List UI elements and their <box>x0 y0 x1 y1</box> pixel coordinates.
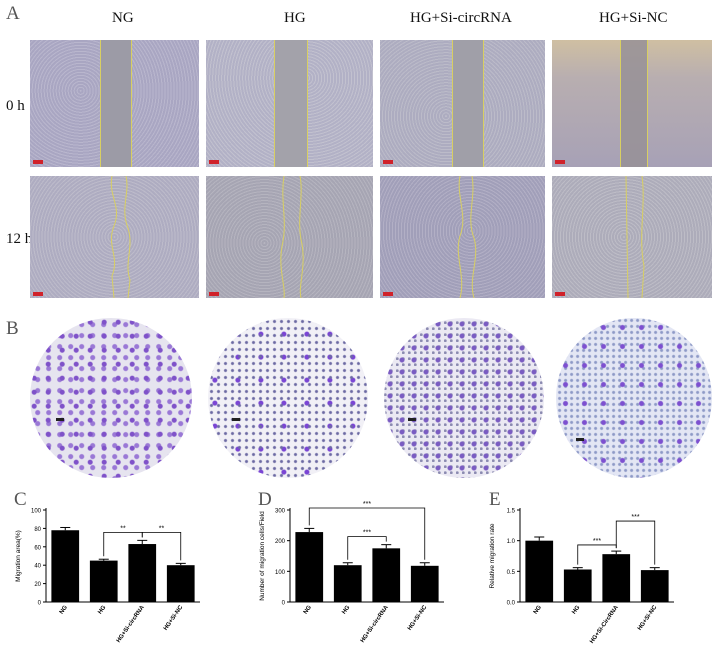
micrograph-hg-si-circrna-0h <box>380 40 545 167</box>
micrograph-hg-si-circrna-12h <box>380 176 545 298</box>
micrograph-hg-si-nc-0h <box>552 40 712 167</box>
column-title-ng: NG <box>112 10 134 26</box>
chart-e-category-label-0: NG <box>533 604 543 615</box>
chart-d-ytick-label-2: 200 <box>275 539 286 545</box>
chart-c-bar-1 <box>89 560 118 602</box>
chart-d-category-label-3: HG+Si-NC <box>407 604 429 632</box>
micrograph-hg-si-nc-12h <box>552 176 712 298</box>
chart-c-category-label-3: HG+Si-NC <box>163 604 185 632</box>
micrograph-ng-0h <box>30 40 199 167</box>
chart-c-ytick-label-4: 80 <box>34 527 41 533</box>
chart-d-bar-3 <box>410 565 439 602</box>
column-title-hg: HG <box>284 10 306 26</box>
chart-e-bar-3 <box>640 570 669 602</box>
panel-e-letter: E <box>489 489 501 510</box>
chart-d-bar-1 <box>333 565 362 602</box>
chart-e-significance-bracket-1 <box>615 520 656 565</box>
chart-d-category-label-0: NG <box>303 604 313 615</box>
chart-c-bar-3 <box>166 565 195 602</box>
chart-d-significance-bracket-1 <box>308 507 426 560</box>
chart-d-ytick-label-0: 0 <box>282 601 286 607</box>
chart-c-category-label-0: NG <box>59 604 69 615</box>
chart-d-category-label-2: HG+Si-circRNA <box>360 604 390 644</box>
transwell-image-hg-si-circrna <box>384 318 544 478</box>
column-title-hg-si-circrna: HG+Si-circRNA <box>410 10 512 26</box>
chart-c-significance-label-1: ** <box>159 525 165 532</box>
chart-e-ylabel: Relative migration rate <box>489 523 496 588</box>
chart-d-significance-label-1: *** <box>363 501 371 508</box>
chart-e-ytick-label-2: 1.0 <box>507 539 516 545</box>
chart-e-bar-2 <box>602 554 631 602</box>
row-label-0h: 0 h <box>6 98 25 114</box>
chart-e-ytick-label-0: 0.0 <box>507 601 516 607</box>
chart-c-ylabel: Migration area(%) <box>15 530 22 582</box>
chart-d-significance-label-0: *** <box>363 530 371 537</box>
chart-e-category-label-3: HG+Si-NC <box>637 604 659 632</box>
chart-d-bar-0 <box>295 532 324 602</box>
panel-d-letter: D <box>258 489 272 510</box>
transwell-image-ng <box>30 318 192 478</box>
chart-e-significance-label-1: *** <box>631 514 639 521</box>
chart-e-significance-label-0: *** <box>593 538 601 545</box>
chart-c-ytick-label-5: 100 <box>31 509 42 515</box>
micrograph-ng-12h <box>30 176 199 298</box>
transwell-image-hg <box>208 318 368 478</box>
chart-e-bar-0 <box>525 540 554 602</box>
chart-d-ylabel: Number of migration cells/Field <box>259 511 266 601</box>
chart-d-category-label-1: HG <box>341 604 351 615</box>
chart-e-category-label-1: HG <box>571 604 581 615</box>
chart-c-bar-2 <box>128 544 157 602</box>
chart-c-ytick-label-3: 60 <box>34 545 41 551</box>
chart-c-ytick-label-2: 40 <box>34 564 41 570</box>
micrograph-hg-12h <box>206 176 373 298</box>
panel-b-letter: B <box>6 318 19 339</box>
row-label-12h: 12 h <box>6 231 33 247</box>
chart-d-bar-2 <box>372 548 401 602</box>
chart-c-category-label-2: HG+Si-circRNA <box>116 604 146 644</box>
column-title-hg-si-nc: HG+Si-NC <box>599 10 668 26</box>
panel-c-letter: C <box>14 489 27 510</box>
chart-e-bar-1 <box>563 569 592 602</box>
transwell-image-hg-si-nc <box>556 318 712 478</box>
chart-d-ytick-label-1: 100 <box>275 570 286 576</box>
chart-d-significance-bracket-0 <box>347 536 387 560</box>
chart-e-ytick-label-3: 1.5 <box>507 509 516 515</box>
chart-c-ytick-label-1: 20 <box>34 582 41 588</box>
chart-c-category-label-1: HG <box>97 604 107 615</box>
chart-d-ytick-label-3: 300 <box>275 509 286 515</box>
chart-e-category-label-2: HG+Si-CircRNA <box>589 604 620 645</box>
panel-a-letter: A <box>6 3 20 24</box>
chart-c-bar-0 <box>51 530 80 602</box>
chart-c-significance-label-0: ** <box>120 525 126 532</box>
chart-e-ytick-label-1: 0.5 <box>507 570 516 576</box>
micrograph-hg-0h <box>206 40 373 167</box>
chart-c-significance-bracket-1 <box>141 531 182 561</box>
chart-c-ytick-label-0: 0 <box>38 601 42 607</box>
